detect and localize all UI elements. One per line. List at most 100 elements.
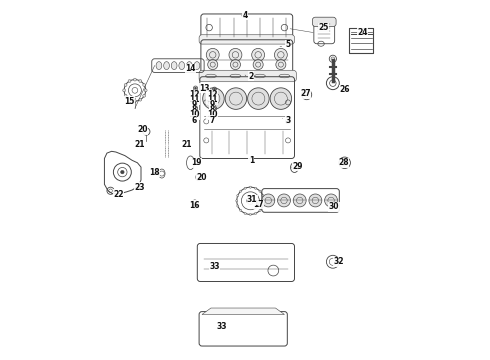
Circle shape: [124, 94, 127, 97]
Text: 17: 17: [253, 200, 264, 209]
Text: 31: 31: [247, 195, 257, 204]
Circle shape: [262, 194, 275, 207]
Circle shape: [195, 112, 196, 114]
Circle shape: [244, 187, 246, 189]
Circle shape: [237, 205, 239, 207]
Circle shape: [230, 59, 241, 69]
Text: 18: 18: [149, 168, 160, 177]
Circle shape: [263, 200, 265, 202]
Text: 7: 7: [209, 116, 215, 125]
Circle shape: [143, 84, 146, 86]
FancyBboxPatch shape: [199, 35, 294, 44]
Text: 16: 16: [189, 201, 199, 210]
Text: 13: 13: [199, 84, 210, 93]
Text: 3: 3: [285, 116, 291, 125]
Circle shape: [249, 213, 251, 216]
Circle shape: [254, 187, 257, 189]
Text: 19: 19: [191, 158, 202, 167]
Circle shape: [206, 48, 219, 61]
Text: 20: 20: [196, 173, 206, 182]
Circle shape: [214, 97, 216, 99]
Text: 14: 14: [185, 64, 196, 73]
Text: 12: 12: [189, 90, 199, 99]
Text: 24: 24: [357, 28, 368, 37]
Text: 30: 30: [329, 202, 339, 211]
Circle shape: [144, 89, 147, 92]
Circle shape: [244, 212, 246, 215]
Text: 2: 2: [249, 72, 254, 81]
Text: 27: 27: [300, 89, 311, 98]
Text: 8: 8: [209, 105, 215, 114]
Ellipse shape: [164, 62, 170, 69]
Circle shape: [214, 107, 216, 109]
Text: 22: 22: [114, 190, 124, 199]
Circle shape: [277, 194, 291, 207]
Ellipse shape: [187, 62, 192, 69]
Circle shape: [214, 102, 216, 104]
Circle shape: [124, 84, 127, 86]
Ellipse shape: [172, 62, 177, 69]
Text: 32: 32: [334, 257, 344, 266]
Circle shape: [247, 88, 269, 109]
Circle shape: [133, 78, 136, 81]
Text: 33: 33: [217, 322, 227, 331]
Text: 20: 20: [138, 125, 148, 134]
Circle shape: [236, 200, 238, 202]
Circle shape: [237, 194, 239, 197]
Bar: [349, 28, 373, 53]
Text: 10: 10: [189, 110, 199, 119]
Circle shape: [240, 210, 242, 212]
Circle shape: [143, 94, 146, 97]
Circle shape: [128, 98, 131, 101]
Circle shape: [195, 102, 196, 104]
Circle shape: [293, 194, 306, 207]
Text: 15: 15: [124, 96, 135, 105]
Text: 21: 21: [182, 140, 192, 149]
Circle shape: [262, 194, 264, 197]
Text: 8: 8: [192, 105, 197, 114]
Circle shape: [193, 202, 197, 207]
Circle shape: [128, 80, 131, 82]
Circle shape: [270, 88, 292, 109]
Circle shape: [195, 87, 196, 89]
Text: 9: 9: [209, 100, 215, 109]
Text: 6: 6: [192, 116, 196, 125]
Text: 26: 26: [340, 85, 350, 94]
FancyBboxPatch shape: [313, 17, 336, 27]
Text: 4: 4: [243, 10, 247, 19]
Circle shape: [240, 190, 242, 192]
Ellipse shape: [156, 62, 162, 69]
Circle shape: [252, 48, 265, 61]
Circle shape: [254, 212, 257, 215]
Text: 5: 5: [286, 40, 291, 49]
Polygon shape: [202, 308, 285, 315]
Text: 21: 21: [134, 140, 145, 149]
Circle shape: [253, 59, 263, 69]
Text: 25: 25: [318, 23, 328, 32]
Circle shape: [214, 88, 216, 90]
Circle shape: [195, 97, 196, 99]
Circle shape: [249, 186, 251, 188]
Circle shape: [121, 170, 124, 174]
Circle shape: [276, 59, 286, 69]
Ellipse shape: [194, 62, 200, 69]
Text: 11: 11: [189, 95, 199, 104]
Circle shape: [324, 194, 338, 207]
Text: 1: 1: [249, 156, 254, 165]
Circle shape: [309, 194, 322, 207]
Circle shape: [274, 48, 287, 61]
Circle shape: [259, 210, 261, 212]
Circle shape: [229, 48, 242, 61]
FancyBboxPatch shape: [199, 70, 296, 82]
Text: 29: 29: [293, 162, 303, 171]
Circle shape: [133, 100, 136, 103]
Circle shape: [259, 190, 261, 192]
Circle shape: [214, 92, 216, 94]
Bar: [349, 28, 373, 53]
Circle shape: [139, 80, 142, 82]
Circle shape: [203, 88, 224, 109]
Circle shape: [122, 89, 125, 92]
Text: 11: 11: [207, 95, 217, 104]
Text: 9: 9: [192, 100, 196, 109]
Text: 28: 28: [338, 158, 349, 167]
